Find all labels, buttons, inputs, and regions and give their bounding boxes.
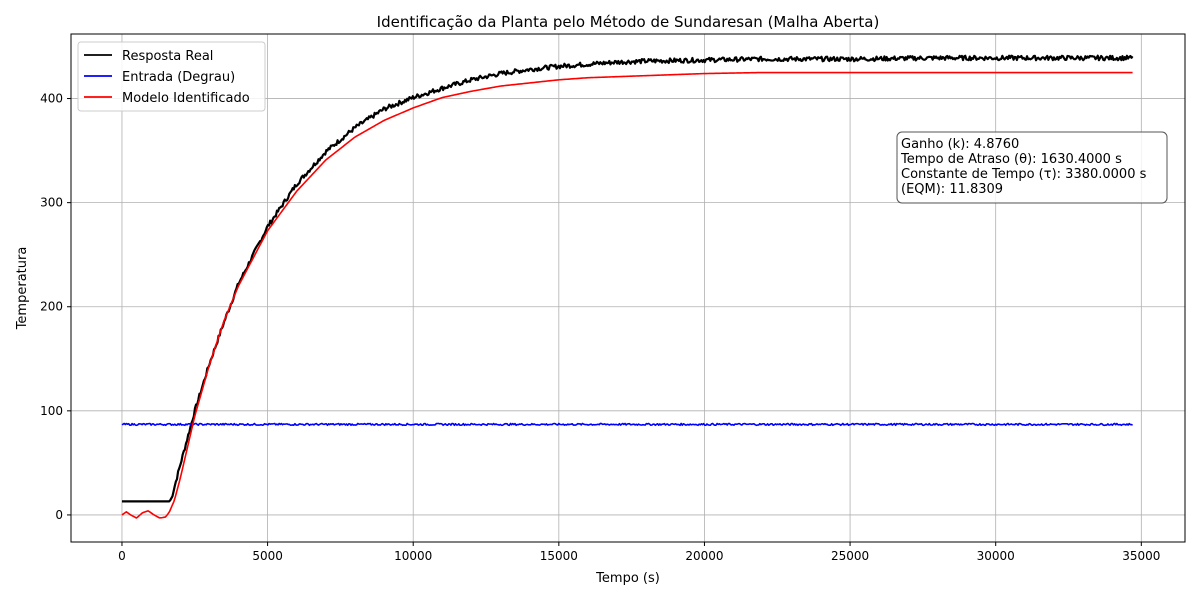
annotation-line: Ganho (k): 4.8760 (901, 137, 1019, 152)
x-tick-label: 0 (118, 549, 126, 563)
legend-entry: Resposta Real (122, 49, 213, 64)
x-tick-label: 30000 (977, 549, 1015, 563)
x-tick-label: 20000 (685, 549, 723, 563)
legend: Resposta Real Entrada (Degrau) Modelo Iden… (77, 41, 266, 112)
x-tick-label: 5000 (252, 549, 283, 563)
y-axis-label: Temperatura (15, 247, 30, 331)
annotation-frame (896, 131, 1168, 204)
plot-frame (70, 33, 1186, 543)
series-line-entrada-degrau (121, 422, 1133, 427)
x-tick-label: 35000 (1122, 549, 1160, 563)
chart-title: Identificação da Planta pelo Método de S… (377, 13, 880, 31)
y-tick-label: 100 (40, 404, 63, 418)
annotation-line: Constante de Tempo (τ): 3380.0000 s (901, 167, 1147, 182)
y-tick-label: 300 (40, 196, 63, 210)
x-tick-label: 15000 (540, 549, 578, 563)
y-tick-label: 0 (55, 508, 63, 522)
legend-frame (77, 41, 266, 112)
legend-entry: Modelo Identificado (122, 91, 250, 106)
series-group (121, 54, 1134, 519)
x-tick-label: 25000 (831, 549, 869, 563)
series-line-resposta-real (121, 54, 1134, 503)
y-tick-label: 400 (40, 92, 63, 106)
annotation-line: Tempo de Atraso (θ): 1630.4000 s (900, 152, 1122, 167)
legend-entry: Entrada (Degrau) (122, 70, 235, 85)
x-axis-label: Tempo (s) (595, 571, 660, 586)
x-tick-label: 10000 (394, 549, 432, 563)
y-tick-label: 200 (40, 300, 63, 314)
series-line-modelo-identificado (121, 71, 1133, 519)
grid (71, 34, 1185, 542)
ticks: 0 5000 10000 15000 20000 25000 30000 35000 0 100 2… (40, 92, 1160, 563)
annotation-line: (EQM): 11.8309 (901, 182, 1003, 197)
